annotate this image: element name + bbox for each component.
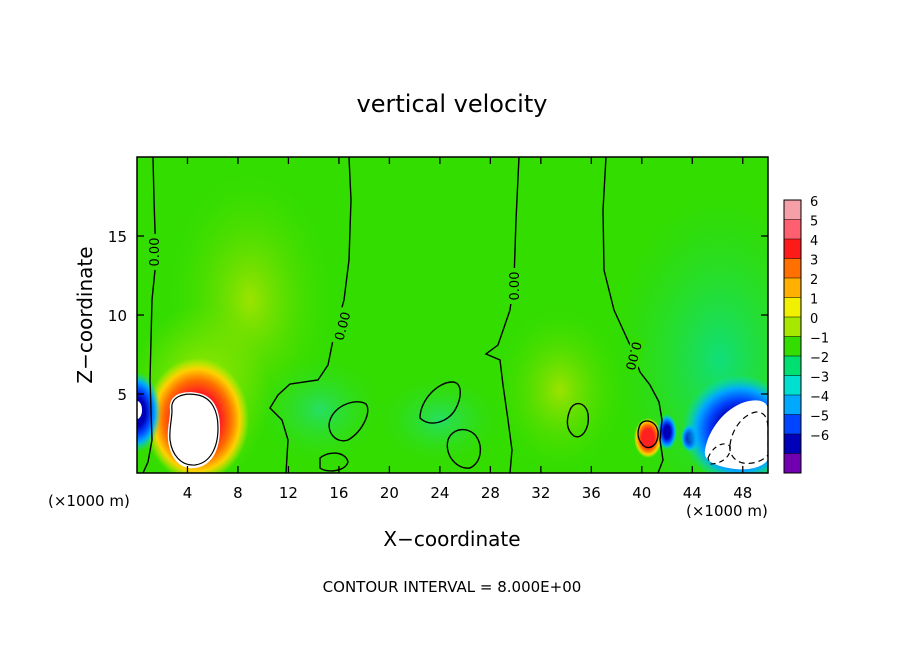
colorbar-swatch	[784, 453, 801, 474]
contour-zero-right	[602, 157, 664, 473]
colorbar-label: 6	[810, 195, 818, 210]
colorbar-label: −1	[810, 332, 829, 347]
contour-closed-3	[566, 403, 589, 438]
contour-label-bg	[147, 234, 161, 270]
field-weak-downdraft-mid	[370, 370, 510, 470]
contour-zero-left	[142, 157, 157, 473]
colorbar-label: −4	[810, 390, 829, 405]
x-tick-label: 8	[233, 484, 243, 502]
colorbar-label: −6	[810, 429, 829, 444]
y-tick-label: 5	[117, 386, 127, 404]
x-tick-label: 40	[632, 484, 651, 502]
colorbar-swatch	[784, 434, 801, 454]
y-tick-label: 10	[108, 307, 127, 325]
field-small-updraft	[634, 418, 662, 458]
colorbar-swatch	[784, 219, 801, 240]
colorbar-label: 5	[810, 215, 818, 230]
colorbar-swatch	[784, 297, 801, 318]
x-unit-left: (×1000 m)	[48, 492, 130, 510]
x-tick-label: 12	[279, 484, 298, 502]
x-tick-label: 44	[683, 484, 702, 502]
colorbar-swatch	[784, 278, 801, 298]
contour-label-bg	[622, 336, 646, 376]
contour-label: 0.00	[332, 310, 354, 342]
colorbar-label: −3	[810, 371, 829, 386]
contour-interval-note: CONTOUR INTERVAL = 8.000E+00	[323, 578, 582, 596]
field-left-edge-downdraft	[137, 372, 161, 452]
colorbar-label: 0	[810, 312, 818, 327]
y-axis: 5 10 15	[108, 228, 768, 404]
field-weak-downdraft-left	[250, 350, 390, 470]
colorbar-swatch	[784, 395, 801, 415]
colorbar-swatch	[784, 258, 801, 279]
chart-title: vertical velocity	[357, 90, 548, 118]
x-axis-label: X−coordinate	[383, 527, 520, 551]
colorbar-swatch	[784, 336, 801, 357]
contour-closed-6	[637, 420, 659, 449]
field-left-edge-saturated	[137, 401, 142, 419]
colorbar-swatch	[784, 200, 801, 220]
contour-zero-center-left	[269, 157, 352, 473]
contour-downdraft-dashed	[729, 411, 768, 465]
y-axis-label: Z−coordinate	[73, 246, 97, 383]
contour-label: 0.00	[508, 272, 523, 301]
x-tick-label: 20	[380, 484, 399, 502]
colorbar-swatch	[784, 317, 801, 337]
field-updraft-saturated	[167, 392, 220, 469]
plot-area	[137, 157, 768, 473]
contour-updraft	[169, 393, 219, 466]
colorbar-swatch	[784, 375, 801, 396]
colorbar-label: 3	[810, 254, 818, 269]
colorbar-swatch	[784, 356, 801, 376]
contour-closed-4	[328, 401, 369, 442]
colorbar-swatch	[784, 239, 801, 259]
contour-closed-2	[446, 429, 482, 469]
x-unit-right: (×1000 m)	[686, 502, 768, 520]
colorbar-label: −2	[810, 351, 829, 366]
x-tick-label: 48	[733, 484, 752, 502]
colorbar-label: 1	[810, 293, 818, 308]
y-tick-label: 15	[108, 228, 127, 246]
field-downdraft-saturated	[704, 400, 768, 470]
contour-closed-5	[319, 452, 349, 472]
colorbar-swatch	[784, 414, 801, 435]
x-tick-label: 32	[531, 484, 550, 502]
x-tick-label: 24	[430, 484, 449, 502]
contour-label: 0.00	[148, 238, 163, 267]
contour-downdraft-dashed-2	[707, 443, 731, 465]
x-tick-label: 28	[481, 484, 500, 502]
colorbar-label: 2	[810, 273, 818, 288]
contour-zero-center	[484, 157, 520, 473]
contour-labels: 0.00 0.00 0.00 0.00	[147, 234, 646, 376]
colorbar-label: −5	[810, 410, 829, 425]
colorbar-label: 4	[810, 234, 818, 249]
x-tick-label: 36	[582, 484, 601, 502]
contour-label-bg	[507, 268, 521, 304]
contour-label-bg	[330, 306, 354, 346]
x-tick-label: 16	[329, 484, 348, 502]
x-axis: 4 8 12 16 20 24 28 32 36 40 44 48	[183, 157, 752, 502]
field-weak-updraft-mid	[490, 300, 630, 473]
contour-label: 0.00	[622, 340, 644, 372]
contour-closed-1	[419, 381, 461, 424]
colorbar: 6 5 4 3 2 1 0 −1 −2 −3 −4 −5 −6	[783, 195, 829, 474]
x-tick-label: 4	[183, 484, 193, 502]
contour-lines	[142, 157, 768, 473]
